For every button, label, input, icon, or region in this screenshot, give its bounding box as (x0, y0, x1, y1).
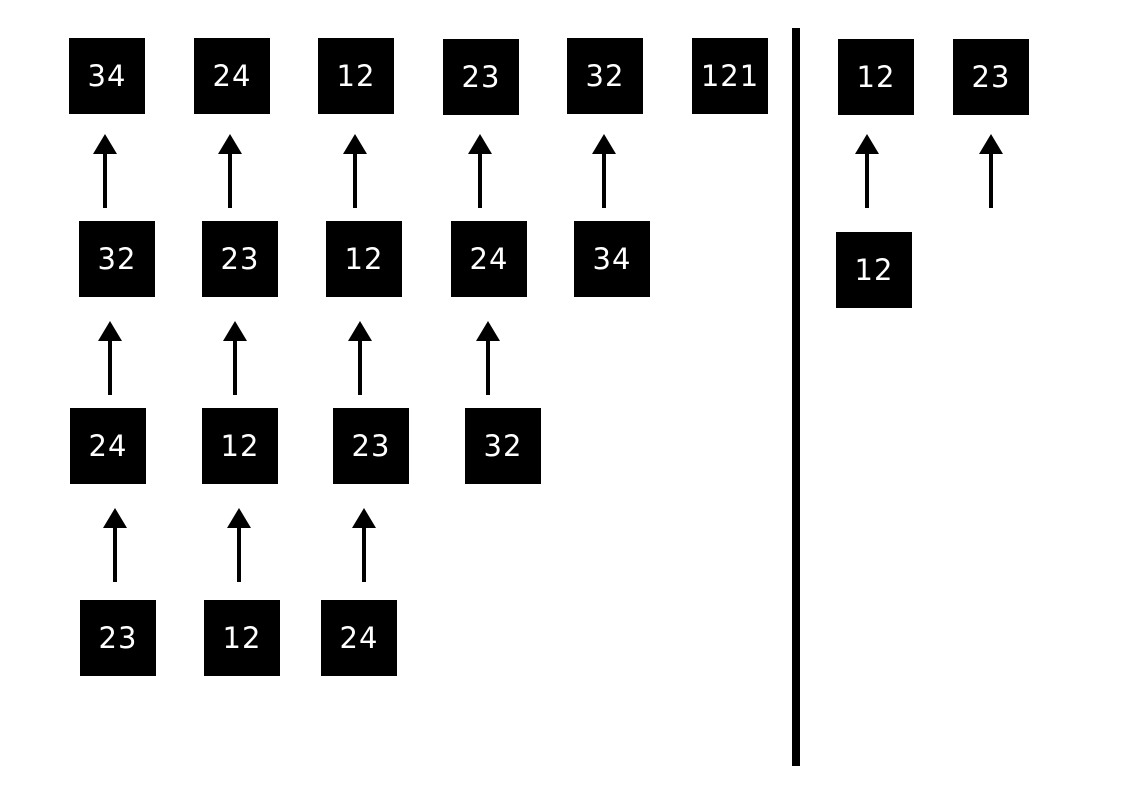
value-box: 32 (465, 408, 541, 484)
up-arrow-icon (218, 134, 242, 208)
value-box: 34 (69, 38, 145, 114)
up-arrow-icon (592, 134, 616, 208)
up-arrow-icon (103, 508, 127, 582)
up-arrow-icon (476, 321, 500, 395)
value-box: 24 (194, 38, 270, 114)
value-box: 12 (318, 38, 394, 114)
up-arrow-icon (855, 134, 879, 208)
value-box: 32 (79, 221, 155, 297)
value-box: 23 (80, 600, 156, 676)
value-box: 23 (333, 408, 409, 484)
value-box: 12 (326, 221, 402, 297)
value-box: 12 (202, 408, 278, 484)
value-box: 24 (451, 221, 527, 297)
up-arrow-icon (979, 134, 1003, 208)
value-box: 12 (838, 39, 914, 115)
divider-line (792, 28, 800, 766)
up-arrow-icon (352, 508, 376, 582)
value-box: 23 (443, 39, 519, 115)
up-arrow-icon (227, 508, 251, 582)
value-box: 23 (202, 221, 278, 297)
up-arrow-icon (223, 321, 247, 395)
value-box: 23 (953, 39, 1029, 115)
up-arrow-icon (348, 321, 372, 395)
up-arrow-icon (468, 134, 492, 208)
up-arrow-icon (93, 134, 117, 208)
value-box: 24 (70, 408, 146, 484)
value-box: 34 (574, 221, 650, 297)
up-arrow-icon (98, 321, 122, 395)
value-box: 12 (204, 600, 280, 676)
value-box: 121 (692, 38, 768, 114)
value-box: 32 (567, 38, 643, 114)
value-box: 12 (836, 232, 912, 308)
value-box: 24 (321, 600, 397, 676)
up-arrow-icon (343, 134, 367, 208)
